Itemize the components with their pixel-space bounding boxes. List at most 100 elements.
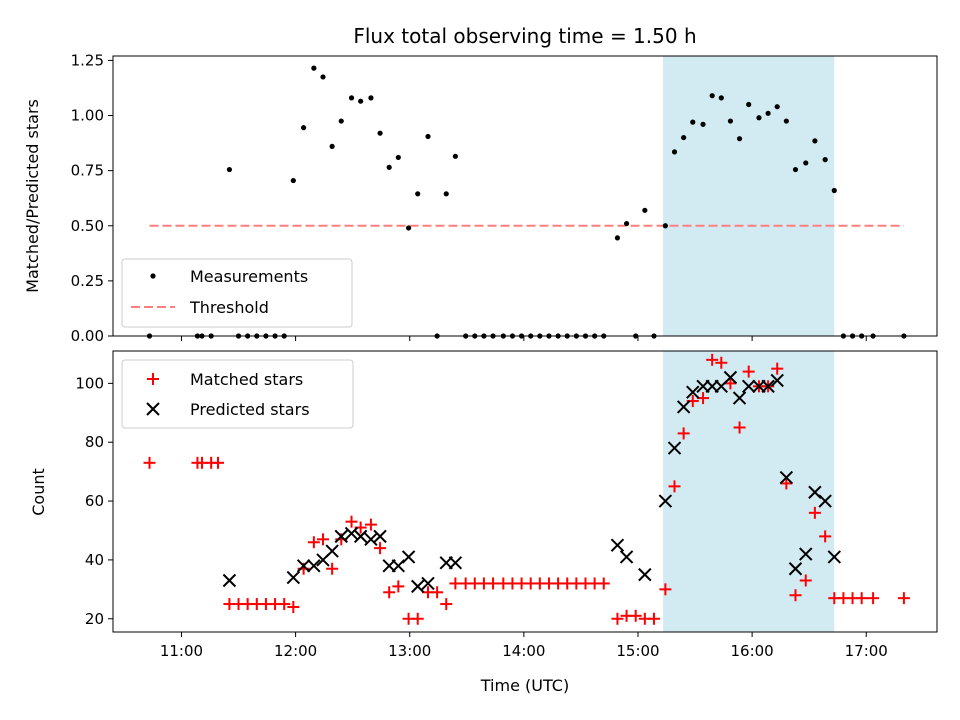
measurement-point [783,118,789,124]
top-y-tick-label: 1.00 [71,107,104,125]
measurement-point [395,154,401,161]
top-x-ticks [180,336,867,341]
matched-star-point [611,612,624,625]
matched-star-point [392,580,405,593]
measurement-point [765,110,771,116]
top-plot-frame [112,55,938,337]
predicted-star-point [344,526,359,541]
bottom-legend-box [121,359,354,429]
matched-star-point [431,586,444,599]
top-legend-box [121,258,353,328]
measurement-point [415,191,421,197]
legend-threshold-label: Threshold [189,298,269,317]
measurement-point [831,187,837,194]
matched-star-point [307,536,320,549]
measurement-point [386,164,392,170]
bottom-y-tick-label: 40 [85,551,104,569]
legend-matched-marker [147,373,159,385]
measurement-point [700,121,706,127]
matched-star-point [819,530,832,543]
legend-measurements-label: Measurements [190,267,308,286]
measurement-point [329,143,335,149]
measurement-point [803,160,809,166]
predicted-star-point [222,573,237,588]
measurement-point [727,118,734,124]
matched-star-point [316,533,329,546]
measurement-point [338,118,344,124]
predicted-star-point [818,494,832,508]
matched-star-point [855,592,868,605]
predicted-star-point [658,494,673,508]
measurement-point [311,65,317,71]
predicted-star-point [401,550,416,564]
predicted-star-point [788,562,803,576]
predicted-star-point [619,550,634,564]
predicted-star-point [296,559,311,573]
x-tick-label: 11:00 [160,642,203,660]
x-tick-label: 17:00 [845,642,888,660]
measurement-point [662,223,668,229]
predicted-star-point [667,441,682,455]
top-y-tick-label: 0.50 [71,217,104,235]
bottom-marks [143,353,910,625]
predicted-star-point [364,532,378,547]
measurement-point [320,74,326,80]
matched-star-point [799,574,812,587]
top-legend: Measurements Threshold [121,258,353,328]
matched-star-point [808,506,821,519]
matched-star-point [383,586,396,599]
predicted-star-point [686,385,700,399]
measurement-point [718,95,724,101]
measurement-point [642,207,648,213]
legend-measurements-marker [150,273,156,279]
measurement-point [774,104,780,110]
matched-star-point [867,592,880,605]
predicted-star-point [610,538,625,552]
bottom-y-tick-label: 100 [75,374,104,392]
matched-star-point [364,518,377,531]
matched-star-point [677,427,690,440]
predicted-star-point [799,547,813,561]
matched-star-point [487,577,500,590]
bottom-highlight-span [663,351,835,632]
predicted-star-point [307,559,321,573]
matched-star-point [715,356,728,369]
matched-star-point [211,456,224,469]
measurement-point [690,119,696,125]
measurement-point [792,166,799,173]
bottom-y-ticks: 20 40 60 80 100 [75,374,113,628]
matched-star-point [668,480,681,493]
predicted-star-point [373,529,387,544]
x-tick-label: 12:00 [274,642,317,660]
measurement-point [736,136,743,142]
matched-star-point [724,377,737,390]
predicted-star-point [827,550,841,564]
predicted-star-point [334,529,348,544]
bottom-legend: Matched stars Predicted stars [121,359,354,429]
predicted-star-point [770,373,784,388]
predicted-star-point [676,400,691,414]
predicted-star-point [723,370,738,385]
predicted-star-point [325,544,339,558]
measurement-point [756,115,762,121]
measurement-point [377,130,383,136]
top-marks [146,65,907,339]
matched-star-point [897,592,910,605]
x-tick-label: 14:00 [502,642,545,660]
x-tick-label: 13:00 [388,642,431,660]
top-highlight-span [663,56,835,336]
matched-star-point [411,612,424,625]
predicted-star-point [741,379,756,394]
predicted-star-point [421,576,435,591]
matched-star-point [143,456,156,469]
matched-star-point [733,421,746,434]
measurement-point [348,95,355,101]
top-y-tick-label: 0.75 [71,162,104,180]
matched-star-point [771,362,784,375]
matched-star-point [706,353,719,366]
measurement-point [614,235,621,241]
predicted-star-point [286,570,301,585]
predicted-star-point [779,470,794,485]
legend-predicted-label: Predicted stars [190,400,310,419]
